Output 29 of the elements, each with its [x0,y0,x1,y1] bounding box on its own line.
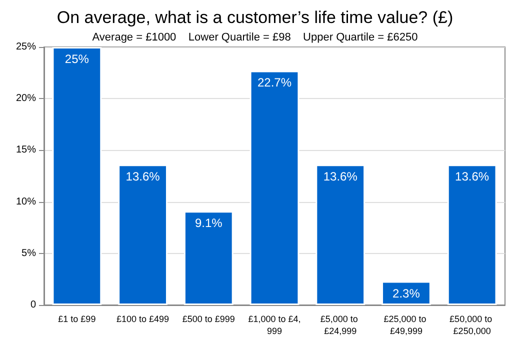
x-tick-label: £50,000 to £250,000 [450,314,495,336]
y-tick-label: 10% [16,196,36,208]
x-tick-label: £1,000 to £4,999 [248,314,301,336]
bar [382,281,431,305]
bar [447,164,497,305]
chart-subtitle: Average = £1000 Lower Quartile = £98 Upper Quartile = £6250 [92,32,418,44]
x-tick-label: £500 to £999 [182,314,235,324]
y-tick-label: 0 [30,300,36,310]
chart-title: On average, what is a customer’s life time value? (£) [56,8,454,27]
bar [316,164,366,305]
data-label: 25% [64,52,90,66]
data-label: 9.1% [194,216,223,230]
x-tick-label: £1 to £99 [58,314,96,324]
data-label: 13.6% [323,170,358,184]
data-label: 22.7% [257,76,292,90]
data-label: 2.3% [392,286,420,300]
data-label: 13.6% [126,170,160,184]
y-tick-label: 15% [16,144,36,156]
x-tick-label: £25,000 to £49,999 [384,314,429,336]
bar [118,164,168,305]
bar [184,211,234,305]
x-tick-label: £100 to £499 [116,314,170,324]
bar [52,47,102,305]
data-label: 13.6% [455,170,490,184]
y-tick-label: 5% [22,248,36,259]
y-tick-label: 25% [16,42,36,52]
x-tick-label: £5,000 to £24,999 [320,314,360,336]
y-tick-label: 20% [16,93,36,104]
bar [250,70,300,305]
